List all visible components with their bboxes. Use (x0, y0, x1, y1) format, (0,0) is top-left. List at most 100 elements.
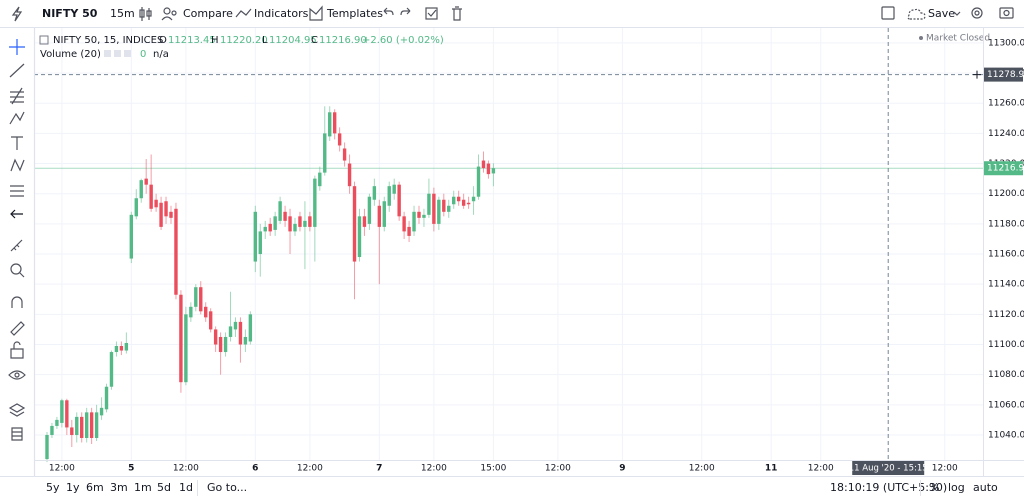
candle-body (412, 211, 416, 232)
crosshair-tool[interactable] (9, 39, 25, 55)
volume-button[interactable] (124, 50, 131, 57)
candle-body (357, 216, 362, 258)
trash-icon[interactable] (452, 6, 462, 21)
cloud-icon[interactable] (907, 8, 926, 20)
candle-body (392, 184, 396, 194)
range-button[interactable]: 5y (46, 481, 60, 494)
visibility-tool[interactable] (8, 370, 26, 380)
x-tick-label: 12:00 (689, 464, 715, 474)
range-button[interactable]: 3m (110, 481, 128, 494)
lock-drawings-tool[interactable] (10, 321, 25, 336)
legend-h: 11220.20 (220, 35, 268, 46)
compare-button[interactable]: Compare (183, 7, 233, 20)
x-tick-label: 9 (619, 464, 625, 474)
brush-tool[interactable] (9, 111, 25, 125)
range-button[interactable]: 1y (66, 481, 80, 494)
checkbox-icon[interactable] (425, 7, 438, 20)
candle-body (481, 160, 486, 169)
templates-button[interactable]: Templates (326, 7, 383, 20)
magnet-tool[interactable] (11, 296, 23, 308)
crosshair-plus[interactable] (973, 70, 981, 79)
x-tick-label: 12:00 (808, 464, 834, 474)
candle-body (243, 336, 248, 345)
left-toolbar (8, 28, 36, 476)
legend-c-label: C (311, 35, 318, 46)
candle-body (60, 400, 64, 423)
measure-tool[interactable] (10, 239, 23, 252)
candle-body (456, 196, 461, 202)
unlock-tool[interactable] (10, 341, 24, 359)
undo-icon[interactable] (383, 7, 394, 16)
logo-icon[interactable] (11, 6, 23, 22)
legend-icon[interactable] (39, 35, 49, 45)
range-button[interactable]: 6m (86, 481, 104, 494)
candle-body (337, 133, 342, 146)
range-button[interactable]: 1d (179, 481, 193, 494)
fib-tool[interactable] (10, 87, 24, 105)
trend-line-tool[interactable] (9, 63, 25, 78)
text-tool[interactable] (11, 136, 23, 150)
redo-icon[interactable] (400, 7, 411, 16)
x-tick-label: 15:00 (480, 464, 506, 474)
symbol[interactable]: NIFTY 50 (42, 7, 98, 20)
candle-body (466, 202, 471, 205)
save-button[interactable]: Save (928, 7, 955, 20)
zoom-tool[interactable] (10, 263, 25, 278)
interval[interactable]: 15m (110, 7, 135, 20)
candle-body (159, 202, 163, 227)
delete-tool[interactable] (11, 427, 23, 441)
templates-icon[interactable] (309, 5, 323, 21)
candle-body (377, 205, 382, 227)
save-menu-arrow[interactable] (953, 11, 961, 16)
candle-body (184, 314, 188, 383)
pattern-tool[interactable] (10, 158, 25, 172)
crosshair-time-tag (852, 461, 925, 475)
volume-na: n/a (153, 49, 169, 60)
candle-body (372, 186, 377, 200)
y-tick-label: 11040.00 (988, 430, 1024, 440)
volume-value: 0 (140, 49, 146, 60)
candle-body (80, 416, 84, 438)
indicators-icon[interactable] (235, 8, 252, 18)
volume-button[interactable] (104, 50, 111, 57)
screenshot-icon[interactable] (999, 7, 1014, 19)
compare-icon[interactable] (161, 7, 177, 21)
candle-body (491, 168, 496, 174)
candle-body (55, 419, 59, 426)
layout-icon[interactable] (881, 6, 895, 20)
candle-body (194, 287, 198, 307)
collapse-arrow[interactable] (10, 209, 23, 219)
candle-body (313, 178, 317, 227)
percent-toggle[interactable]: % (929, 481, 939, 494)
indicators-button[interactable]: Indicators (254, 7, 309, 20)
chart-style-icon[interactable] (139, 7, 152, 21)
x-tick-label: 12:00 (297, 464, 323, 474)
y-tick-label: 11080.00 (988, 370, 1024, 380)
object-tree-tool[interactable] (8, 403, 26, 417)
candle-body (204, 306, 208, 318)
auto-toggle[interactable]: auto (973, 481, 998, 494)
y-tick-label: 11200.00 (988, 189, 1024, 199)
range-button[interactable]: 5d (157, 481, 171, 494)
candle-body (99, 407, 104, 416)
plot-area (34, 28, 983, 463)
goto-button[interactable]: Go to... (207, 481, 247, 494)
candle-body (144, 178, 148, 185)
prediction-tool[interactable] (10, 185, 24, 197)
volume-label: Volume (20) (40, 49, 101, 60)
range-button[interactable]: 1m (134, 481, 152, 494)
candle-body (447, 205, 451, 212)
log-toggle[interactable]: log (948, 481, 965, 494)
y-tick-label: 11240.00 (988, 129, 1024, 139)
candle-body (442, 199, 446, 212)
candle-body (223, 336, 228, 353)
candle-body (437, 199, 441, 224)
settings-icon[interactable] (971, 7, 983, 19)
candle-body (89, 412, 94, 438)
crosshair-price-label: 11278.99 (987, 70, 1024, 80)
y-tick-label: 11260.00 (988, 99, 1024, 109)
legend-change: +2.60 (+0.02%) (362, 35, 444, 46)
candle-body (298, 216, 302, 227)
volume-button[interactable] (114, 50, 121, 57)
